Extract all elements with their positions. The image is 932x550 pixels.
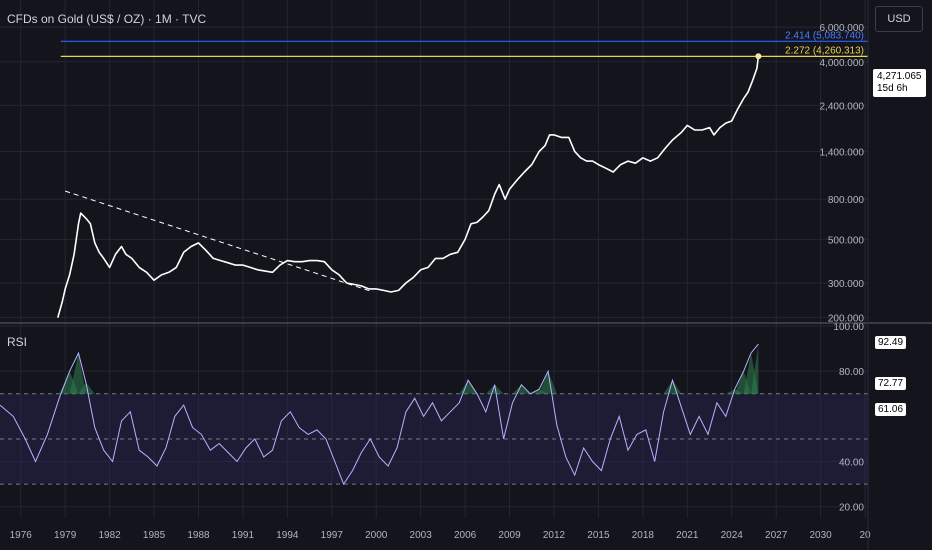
time-tick-label: 2012 (543, 530, 566, 541)
time-tick-label: 1997 (321, 530, 344, 541)
rsi-band (0, 393, 868, 485)
rsi-series (0, 343, 759, 486)
price-tick-label: 6,000.000 (820, 23, 865, 34)
price-tick-label: 800.000 (828, 195, 865, 206)
rsi-overbought-fill (69, 353, 86, 394)
rsi-tag-ma: 61.06 (875, 403, 907, 416)
last-price-dot (755, 53, 762, 60)
rsi-overbought-fill (663, 380, 682, 394)
time-tick-label: 20 (859, 530, 871, 541)
rsi-tick-label: 80.00 (839, 367, 864, 378)
price-tick-label: 500.000 (828, 235, 865, 246)
time-tick-label: 2009 (498, 530, 521, 541)
time-tick-label: 1988 (187, 530, 210, 541)
time-tick-label: 1976 (10, 530, 33, 541)
rsi-overbought-fill (485, 384, 504, 394)
rsi-tick-label: 100.00 (833, 322, 864, 333)
time-axis: 1976 1979 1982 1985 1988 1991 1994 1997 2000 2003… (10, 530, 871, 541)
chart-title: CFDs on Gold (US$ / OZ) · 1M · TVC (7, 12, 207, 26)
rsi-tick-label: 40.00 (839, 458, 864, 469)
time-tick-label: 1979 (54, 530, 77, 541)
price-tag: 4,271.065 15d 6h (873, 69, 926, 97)
time-tick-label: 2021 (676, 530, 699, 541)
rsi-line (0, 343, 759, 486)
currency-button[interactable]: USD (875, 6, 923, 32)
time-tick-label: 2027 (765, 530, 788, 541)
price-tick-label: 1,400.000 (820, 147, 865, 158)
rsi-overbought-fill (539, 371, 557, 394)
price-tag-value: 4,271.065 (877, 71, 922, 82)
time-tick-label: 2030 (809, 530, 832, 541)
rsi-tag-current: 92.49 (875, 336, 907, 349)
rsi-tag-upper: 72.77 (875, 377, 907, 390)
time-tick-label: 1982 (98, 530, 121, 541)
rsi-label: RSI (7, 335, 28, 349)
price-line (57, 56, 760, 318)
time-tick-label: 1994 (276, 530, 299, 541)
rsi-overbought-fill (512, 384, 531, 394)
time-tick-label: 2024 (721, 530, 744, 541)
time-tick-label: 2003 (410, 530, 433, 541)
price-tick-label: 2,400.000 (820, 101, 865, 112)
trend-line (65, 190, 374, 293)
fib-label: 2.414 (5,083.740) (785, 30, 864, 41)
rsi-tick-label: 20.00 (839, 503, 864, 514)
rsi-overbought-fill (750, 344, 759, 394)
price-tick-label: 4,000.000 (820, 58, 865, 69)
price-tick-label: 200.000 (828, 314, 865, 325)
time-tick-label: 1985 (143, 530, 166, 541)
time-tick-label: 2000 (365, 530, 388, 541)
grid-lines (0, 0, 868, 518)
price-tick-label: 300.000 (828, 279, 865, 290)
time-tick-label: 2018 (632, 530, 655, 541)
rsi-axis: 100.00 80.00 40.00 20.00 (833, 322, 864, 514)
fib-levels: 2.414 (5,083.740) 2.272 (4,260.313) (60, 30, 868, 58)
fib-label: 2.272 (4,260.313) (785, 45, 864, 56)
price-series (57, 53, 762, 318)
time-tick-label: 2015 (587, 530, 610, 541)
price-tag-countdown: 15d 6h (877, 83, 908, 94)
time-tick-label: 1991 (232, 530, 255, 541)
price-axis: 6,000.000 4,000.000 2,400.000 1,400.000 800.… (820, 23, 865, 324)
time-tick-label: 2006 (454, 530, 477, 541)
